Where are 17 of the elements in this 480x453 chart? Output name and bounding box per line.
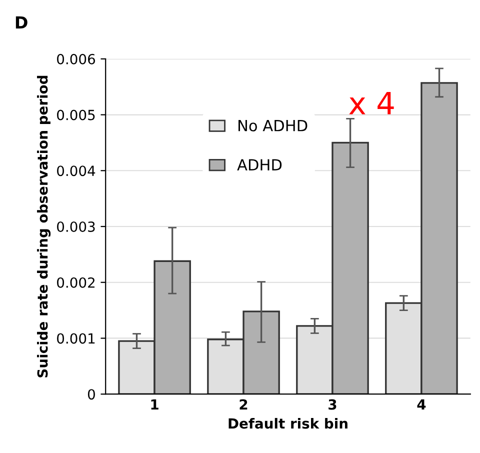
x-tick-label: 4 [417,399,426,410]
x-tick-label: 1 [151,399,158,410]
y-tick-label: 0 [88,389,95,400]
x-tick-label: 3 [328,399,336,410]
y-tick-label: 0.001 [57,333,95,344]
y-axis-title: Suicide rate during observation period [37,76,51,378]
x-tick-label: 2 [240,399,248,410]
y-tick-label: 0.006 [57,54,96,64]
annotation: x 4 [349,92,394,114]
legend-label: No ADHD [238,120,308,132]
y-tick-label: 0.003 [57,221,95,232]
text: D [16,16,28,29]
y-tick-label: 0.005 [57,110,95,120]
legend-label: ADHD [237,159,282,170]
x-axis-title: Default risk bin [228,418,348,429]
y-tick-label: 0.002 [57,277,94,288]
y-tick-label: 0.004 [57,166,96,176]
